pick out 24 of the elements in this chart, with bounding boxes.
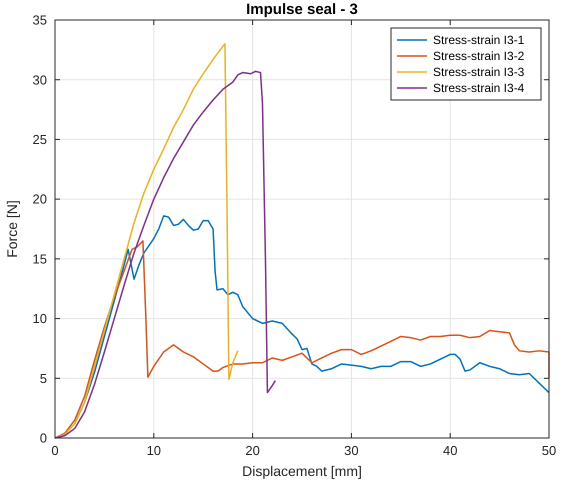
x-tick-label: 20: [245, 443, 260, 458]
y-tick-label: 25: [32, 132, 47, 147]
line-series: [54, 70, 276, 439]
x-tick-label: 0: [51, 443, 59, 458]
legend-label: Stress-strain I3-1: [433, 33, 525, 48]
x-tick-label: 40: [442, 443, 458, 458]
line-series: [54, 43, 239, 439]
chart-title: Impulse seal - 3: [246, 1, 358, 18]
x-axis-title: Displacement [mm]: [242, 463, 362, 479]
y-tick-label: 30: [32, 72, 47, 88]
y-tick-label: 20: [32, 192, 47, 207]
legend-label: Stress-strain I3-2: [433, 49, 525, 64]
x-tick-label: 10: [146, 443, 162, 458]
legend-label: Stress-strain I3-4: [433, 81, 525, 96]
y-axis-title: Force [N]: [4, 200, 20, 258]
legend-label: Stress-strain I3-3: [433, 65, 525, 80]
y-tick-label: 15: [32, 251, 47, 266]
x-tick-label: 50: [542, 443, 556, 458]
y-tick-label: 35: [32, 12, 47, 28]
x-tick-label: 30: [344, 443, 359, 458]
y-tick-label: 10: [32, 311, 47, 326]
line-series: [54, 240, 550, 439]
y-tick-label: 0: [40, 430, 47, 446]
y-tick-label: 5: [40, 370, 47, 386]
